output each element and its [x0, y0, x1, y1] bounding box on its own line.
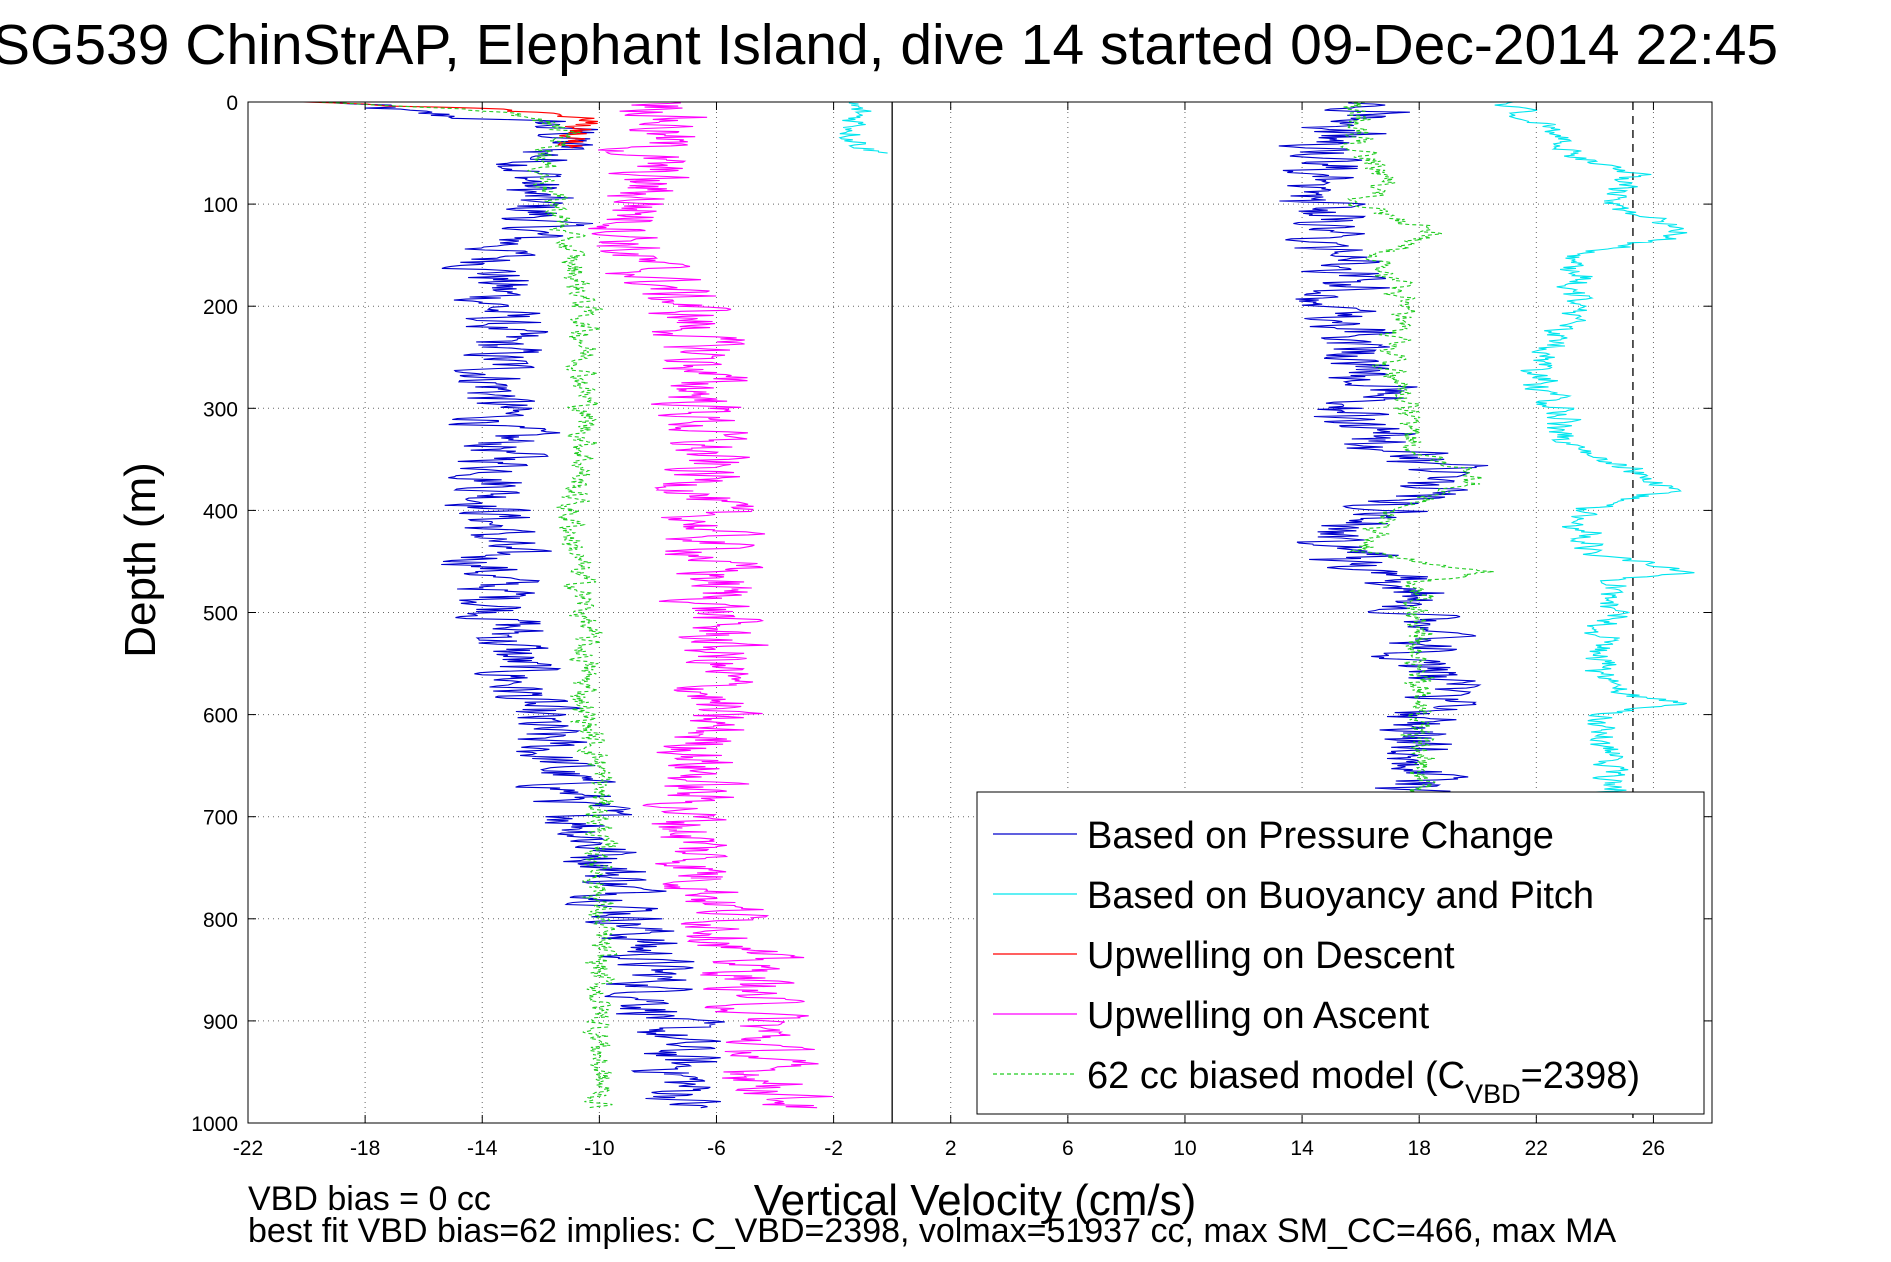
axis-ticks: -22 -18 -14 -10 -6 -2 2 6 10 14 18 22 26010020030040… [191, 92, 1712, 1160]
y-tick-label: 200 [203, 296, 238, 319]
x-tick-label: 26 [1642, 1137, 1665, 1160]
legend-box [976, 791, 1705, 1115]
series-line [314, 101, 619, 1109]
legend: Based on Pressure Change Based on Buoyanc… [976, 791, 1705, 1115]
series-line [838, 101, 888, 154]
y-axis-label: Depth (m) [116, 462, 165, 658]
legend-label: Upwelling on Ascent [1087, 995, 1430, 1037]
x-axis-label: Vertical Velocity (cm/s) [754, 1176, 1197, 1225]
x-tick-label: 6 [1062, 1137, 1074, 1160]
y-tick-label: 100 [203, 194, 238, 217]
series-line [588, 101, 833, 1109]
legend-label: Based on Buoyancy and Pitch [1087, 875, 1594, 917]
legend-label: Based on Pressure Change [1087, 815, 1554, 857]
series-line [302, 101, 598, 149]
x-tick-label: -22 [233, 1137, 263, 1160]
y-tick-label: 400 [203, 500, 238, 523]
legend-label: 62 cc biased model (CVBD=2398) [1087, 1055, 1640, 1109]
y-tick-label: 900 [203, 1011, 238, 1034]
y-tick-label: 1000 [191, 1113, 238, 1136]
x-tick-label: -10 [584, 1137, 614, 1160]
x-tick-label: -14 [467, 1137, 498, 1160]
x-tick-label: -2 [824, 1137, 843, 1160]
x-tick-label: 22 [1525, 1137, 1548, 1160]
series-line [333, 101, 725, 1109]
y-tick-label: 700 [203, 807, 238, 830]
best-fit-note: best fit VBD bias=62 implies: C_VBD=2398… [248, 1212, 1617, 1250]
x-tick-label: 14 [1290, 1137, 1314, 1160]
y-tick-label: 500 [203, 603, 238, 626]
vbd-bias-note: VBD bias = 0 cc [248, 1180, 491, 1218]
x-tick-label: 10 [1173, 1137, 1196, 1160]
y-tick-label: 300 [203, 398, 238, 421]
chart-title: SG539 ChinStrAP, Elephant Island, dive 1… [0, 13, 1778, 77]
y-tick-label: 0 [226, 92, 238, 115]
legend-label: Upwelling on Descent [1087, 935, 1455, 977]
x-tick-label: 2 [945, 1137, 957, 1160]
x-tick-label: -6 [707, 1137, 726, 1160]
x-tick-label: -18 [350, 1137, 380, 1160]
reference-lines [891, 102, 1634, 1123]
y-tick-label: 600 [203, 705, 238, 728]
y-tick-label: 800 [203, 909, 238, 932]
x-tick-label: 18 [1408, 1137, 1431, 1160]
